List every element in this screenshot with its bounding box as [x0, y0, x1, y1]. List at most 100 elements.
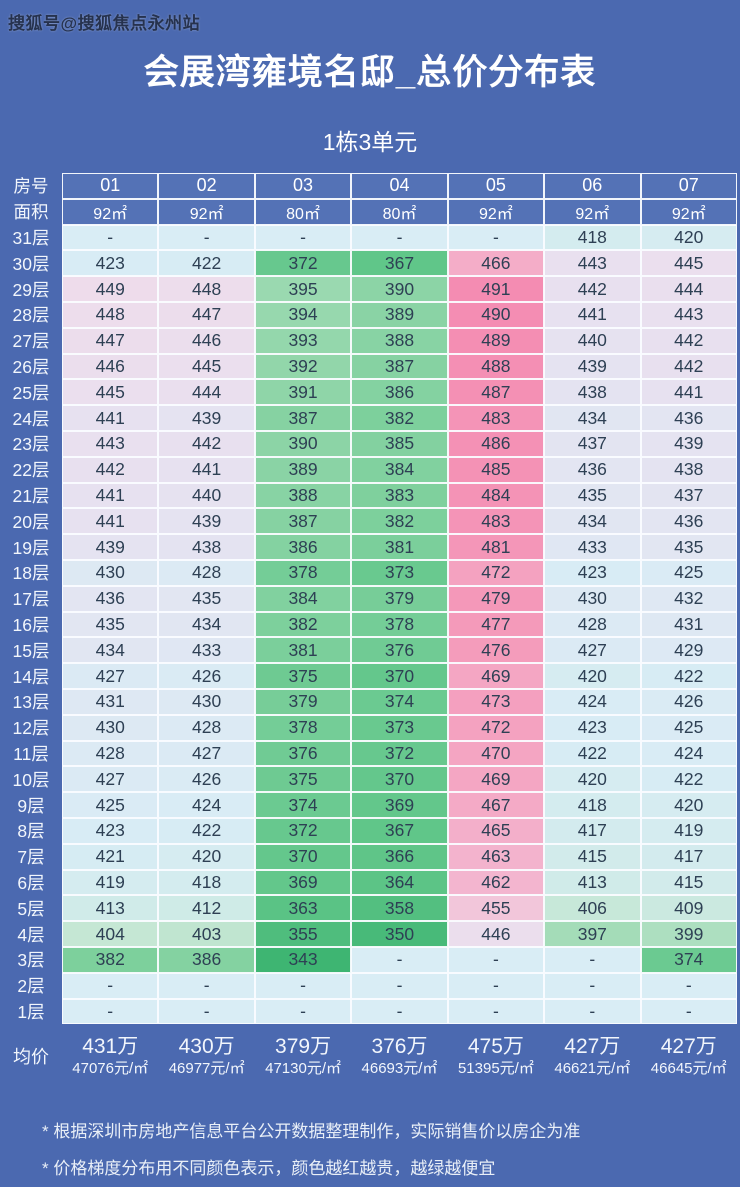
price-cell: 430 — [62, 559, 159, 586]
note-color-legend: * 价格梯度分布用不同颜色表示，颜色越红越贵，越绿越便宜 — [42, 1158, 496, 1178]
price-cell: - — [544, 998, 641, 1025]
price-cell: 372 — [254, 250, 352, 277]
price-cell: 463 — [447, 843, 545, 870]
floor-row: 27层 447 446 393 388 489 440 442 — [0, 327, 737, 354]
price-cell: 438 — [640, 456, 737, 483]
price-cell: 442 — [640, 327, 737, 354]
price-cell: 442 — [640, 353, 737, 380]
price-cell: 426 — [158, 663, 255, 689]
price-cell: 386 — [351, 379, 448, 406]
average-price-per-sqm: 46977元/㎡ — [168, 1060, 245, 1078]
price-cell: 384 — [254, 585, 352, 612]
area-cell: 92㎡ — [447, 198, 545, 225]
price-cell: - — [351, 972, 448, 999]
price-cell: 382 — [351, 508, 448, 535]
price-cell: - — [158, 224, 255, 251]
floor-label: 13层 — [12, 692, 50, 713]
price-cell: 372 — [351, 740, 448, 767]
price-cell: - — [254, 998, 352, 1025]
area-cell: 80㎡ — [254, 198, 352, 225]
area-row: 面积 92㎡ 92㎡ 80㎡ 80㎡ 92㎡ 92㎡ 92㎡ — [0, 198, 737, 225]
unit-header-cell: 06 — [544, 173, 641, 199]
average-price-row: 均价 431万 47076元/㎡ 430万 46977元/㎡ 379万 47130元/㎡ 37… — [0, 1028, 737, 1084]
floor-label: 21层 — [12, 485, 50, 506]
floor-label: 11层 — [13, 743, 49, 764]
price-cell: 378 — [254, 559, 352, 586]
floor-label: 18层 — [12, 563, 50, 584]
floor-label: 6层 — [17, 872, 45, 893]
floor-row: 16层 435 434 382 378 477 428 431 — [0, 611, 737, 638]
average-price-cell: 376万 46693元/㎡ — [351, 1028, 447, 1084]
price-cell: 435 — [62, 611, 159, 638]
price-cell: 446 — [158, 327, 255, 354]
price-cell: 382 — [351, 405, 448, 431]
price-cell: 376 — [254, 740, 352, 767]
floor-label: 30层 — [12, 253, 50, 274]
area-corner-label: 面积 — [13, 202, 49, 223]
price-cell: 436 — [640, 508, 737, 535]
average-price-cell: 379万 47130元/㎡ — [255, 1028, 351, 1084]
price-cell: 422 — [158, 817, 255, 844]
price-cell: 445 — [158, 353, 255, 380]
price-cell: 467 — [447, 792, 545, 818]
price-cell: 418 — [158, 869, 255, 896]
price-cell: 372 — [254, 817, 352, 844]
price-cell: 387 — [351, 353, 448, 380]
price-cell: 462 — [447, 869, 545, 896]
floor-row: 29层 449 448 395 390 491 442 444 — [0, 276, 737, 302]
floor-label: 31层 — [12, 227, 50, 248]
price-cell: 394 — [254, 301, 352, 328]
floor-row: 19层 439 438 386 381 481 433 435 — [0, 534, 737, 560]
price-cell: 350 — [351, 921, 448, 947]
price-cell: 433 — [544, 534, 641, 560]
floor-row: 24层 441 439 387 382 483 434 436 — [0, 405, 737, 431]
floor-row: 3层 382 386 343- - -374 — [0, 946, 737, 973]
floor-label: 4层 — [17, 924, 45, 945]
floor-label: 26层 — [12, 356, 50, 377]
price-cell: 439 — [640, 430, 737, 457]
floor-row: 30层 423 422 372 367 466 443 445 — [0, 250, 737, 277]
price-cell: 440 — [544, 327, 641, 354]
unit-header-cell: 02 — [158, 173, 255, 199]
price-cell: 487 — [447, 379, 545, 406]
price-cell: 447 — [62, 327, 159, 354]
price-cell: 434 — [158, 611, 255, 638]
floor-row: 17层 436 435 384 379 479 430 432 — [0, 585, 737, 612]
price-cell: 436 — [62, 585, 159, 612]
floor-row: 15层 434 433 381 376 476 427 429 — [0, 637, 737, 664]
price-cell: 484 — [447, 482, 545, 509]
price-cell: 446 — [447, 921, 545, 947]
price-cell: - — [62, 998, 159, 1025]
floor-row: 31层 - - - - -418 420 — [0, 224, 737, 251]
price-cell: 473 — [447, 688, 545, 715]
floor-label: 3层 — [17, 950, 45, 971]
price-cell: 444 — [640, 276, 737, 302]
price-cell: 441 — [158, 456, 255, 483]
price-cell: 374 — [351, 688, 448, 715]
price-cell: 430 — [544, 585, 641, 612]
price-cell: 441 — [640, 379, 737, 406]
price-cell: 439 — [158, 405, 255, 431]
price-cell: 413 — [544, 869, 641, 896]
price-cell: 420 — [640, 224, 737, 251]
price-cell: 483 — [447, 508, 545, 535]
price-cell: 366 — [351, 843, 448, 870]
average-total-price: 475万 — [467, 1034, 524, 1058]
price-cell: - — [640, 998, 737, 1025]
unit-header-cell: 01 — [62, 173, 159, 199]
floor-row: 8层 423 422 372 367 465 417 419 — [0, 817, 737, 844]
price-cell: 370 — [351, 766, 448, 793]
unit-header-cell: 05 — [447, 173, 545, 199]
price-cell: - — [544, 946, 641, 973]
price-cell: 432 — [640, 585, 737, 612]
price-cell: 434 — [544, 508, 641, 535]
price-cell: 378 — [351, 611, 448, 638]
price-cell: 399 — [640, 921, 737, 947]
price-cell: 435 — [158, 585, 255, 612]
price-cell: 429 — [640, 637, 737, 664]
price-cell: 441 — [544, 301, 641, 328]
floor-label: 25层 — [12, 382, 50, 403]
price-cell: 476 — [447, 637, 545, 664]
price-cell: 397 — [544, 921, 641, 947]
price-cell: 443 — [640, 301, 737, 328]
